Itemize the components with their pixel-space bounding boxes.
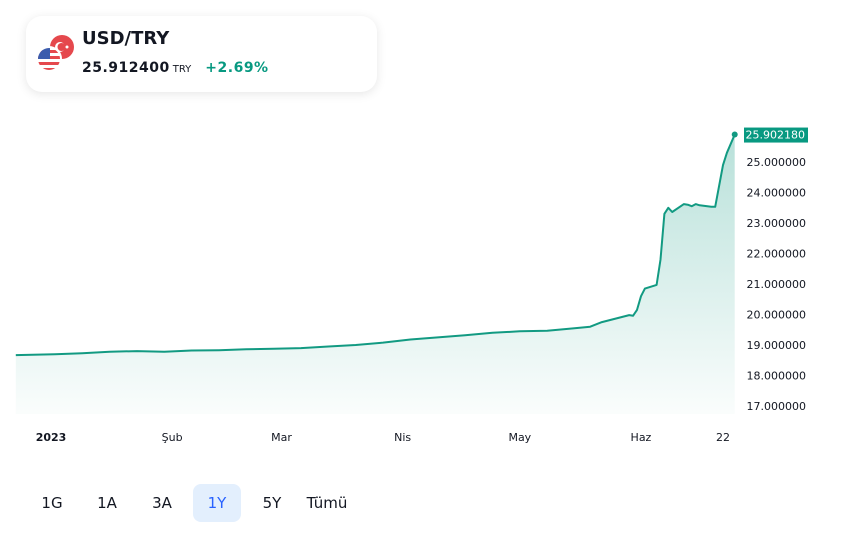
range-button-5y[interactable]: 5Y	[262, 494, 282, 512]
change-percent: +2.69%	[205, 60, 269, 76]
area-fill	[15, 134, 735, 414]
y-tick-label: 22.000000	[747, 248, 807, 261]
range-button-3a[interactable]: 3A	[152, 494, 172, 512]
range-button-1a[interactable]: 1A	[97, 494, 117, 512]
price-line	[15, 134, 736, 357]
last-value-tag	[744, 127, 808, 143]
y-tick-label: 23.000000	[747, 217, 807, 230]
y-tick-label: 20.000000	[747, 309, 807, 322]
range-button-1y[interactable]: 1Y	[193, 484, 241, 522]
price-value: 25.912400	[82, 60, 170, 76]
symbol-card: USD/TRY 25.912400 TRY +2.69%	[26, 16, 377, 92]
last-value-label: 25.902180	[746, 129, 806, 142]
y-tick-label: 17.000000	[747, 400, 807, 413]
x-tick-label: Nis	[394, 431, 411, 444]
symbol-name: USD/TRY	[82, 28, 170, 49]
usd-try-flags-icon	[36, 35, 74, 72]
range-button-tümü[interactable]: Tümü	[306, 494, 348, 512]
x-tick-label: Mar	[271, 431, 292, 444]
x-tick-label: 2023	[36, 431, 67, 444]
range-selector: 1G 1A 3A 1Y 5Y Tümü	[28, 484, 358, 522]
x-tick-label: 22	[716, 431, 730, 444]
price-line: 25.912400 TRY +2.69%	[82, 60, 269, 76]
y-tick-label: 18.000000	[747, 370, 807, 383]
y-tick-label: 25.000000	[747, 156, 807, 169]
y-tick-label: 19.000000	[747, 339, 807, 352]
x-tick-label: Şub	[162, 431, 183, 444]
range-button-1g[interactable]: 1G	[41, 494, 63, 512]
price-chart[interactable]: 17.000000 18.000000 19.000000 20.000000 21.0…	[0, 110, 859, 450]
data-point	[731, 131, 738, 138]
x-tick-label: May	[508, 431, 531, 444]
currency-label: TRY	[172, 64, 192, 75]
y-tick-label: 21.000000	[747, 278, 807, 291]
y-tick-label: 24.000000	[747, 187, 807, 200]
x-tick-label: Haz	[631, 431, 652, 444]
